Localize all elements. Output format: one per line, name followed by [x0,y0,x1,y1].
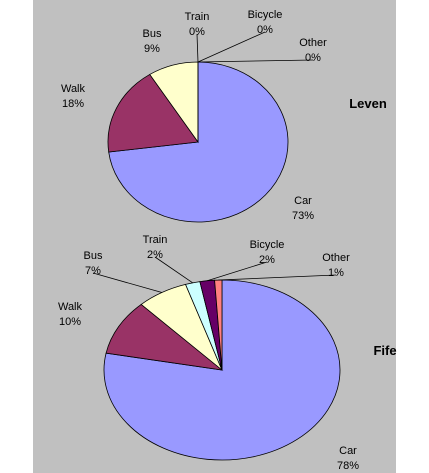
slice-value-label: 10% [59,316,81,328]
slice-value-label: 9% [144,43,160,55]
slice-value-label: 18% [62,98,84,110]
leader-line [218,274,337,281]
slice-value-label: 78% [337,460,359,472]
chart-title: Leven [349,96,387,111]
slice-value-label: 2% [147,249,163,261]
slice-value-label: 0% [305,52,321,64]
slice-label: Car [294,195,312,207]
leader-line [154,256,193,284]
leader-line [207,261,268,282]
slice-label: Bus [84,250,103,262]
slice-label: Bus [143,28,162,40]
slice-value-label: 0% [189,26,205,38]
chart-title: Fife [373,343,396,358]
slice-value-label: 73% [292,210,314,222]
slice-label: Other [322,252,350,264]
pie-slice [105,303,224,371]
slice-label: Train [185,11,210,23]
slice-label: Bicycle [250,239,285,251]
slice-label: Train [143,234,168,246]
slice-value-label: 1% [328,267,344,279]
leader-line [197,31,266,63]
slice-label: Other [299,37,327,49]
slice-label: Walk [58,301,83,313]
slice-label: Bicycle [248,9,283,21]
leader-line [196,33,199,63]
leader-line [197,59,314,63]
slice-value-label: 7% [85,265,101,277]
pie-slice [107,73,199,153]
leader-line [92,272,163,293]
slice-value-label: 2% [259,254,275,266]
slice-value-label: 0% [257,24,273,36]
slice-label: Car [339,445,357,457]
slice-label: Walk [61,83,86,95]
